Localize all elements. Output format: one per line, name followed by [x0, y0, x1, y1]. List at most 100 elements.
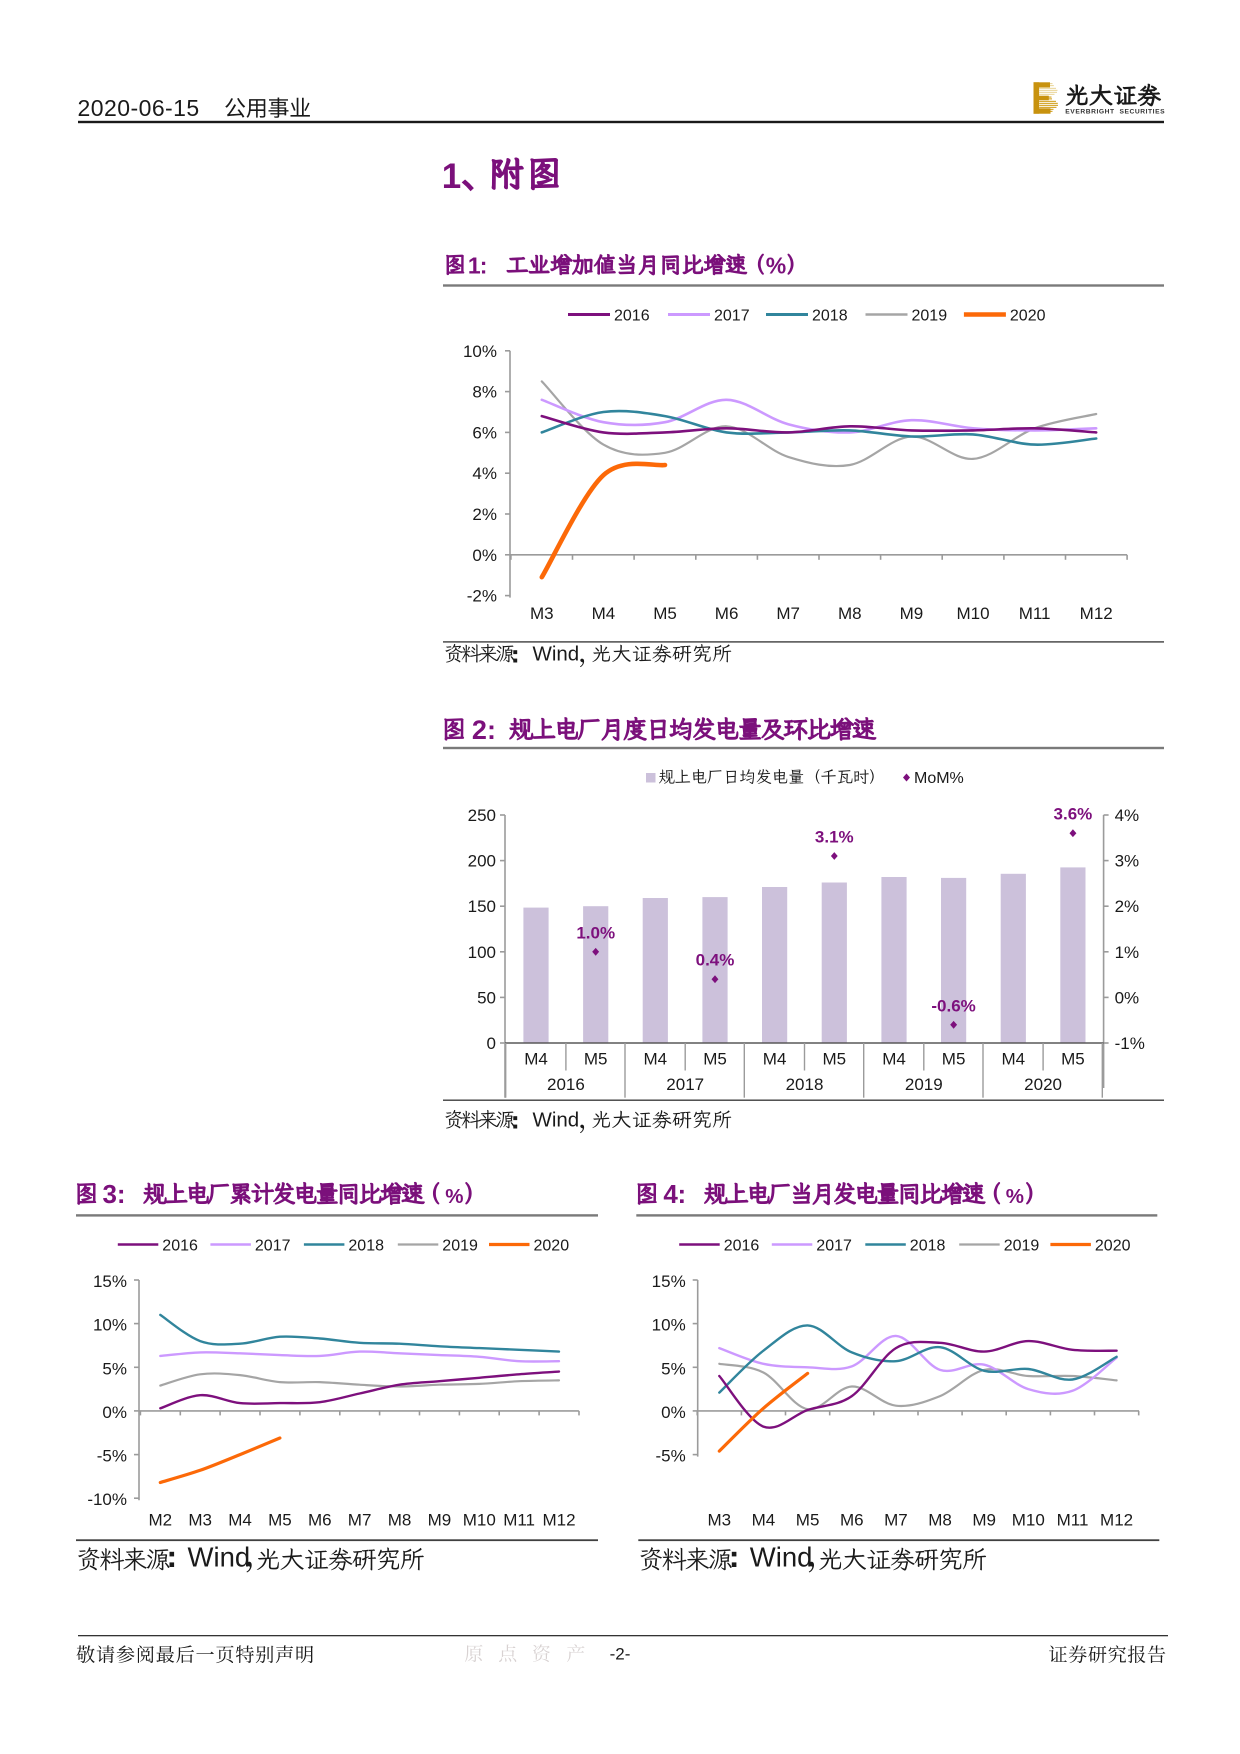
- svg-text:M12: M12: [1100, 1511, 1133, 1530]
- svg-text:M11: M11: [1019, 604, 1051, 623]
- svg-text:2020-06-15: 2020-06-15: [78, 95, 200, 121]
- svg-text:M5: M5: [268, 1511, 292, 1530]
- svg-text:4: 4: [663, 1179, 678, 1209]
- svg-text:M7: M7: [348, 1511, 372, 1530]
- svg-text:-10%: -10%: [87, 1490, 127, 1509]
- svg-text:M8: M8: [838, 604, 862, 623]
- svg-text:M4: M4: [592, 604, 616, 623]
- svg-text::: :: [480, 253, 488, 279]
- svg-text:150: 150: [468, 897, 496, 916]
- svg-text:2016: 2016: [614, 307, 650, 324]
- svg-text:2017: 2017: [816, 1237, 852, 1254]
- svg-text:M4: M4: [763, 1050, 787, 1069]
- svg-text:10%: 10%: [463, 342, 497, 361]
- svg-text:M3: M3: [188, 1511, 212, 1530]
- svg-text:M6: M6: [715, 604, 739, 623]
- svg-text:M9: M9: [900, 604, 924, 623]
- svg-text:-0.6%: -0.6%: [931, 996, 975, 1015]
- svg-text:M5: M5: [942, 1050, 966, 1069]
- svg-text:M5: M5: [653, 604, 677, 623]
- svg-text:Wind: Wind: [533, 643, 580, 666]
- svg-text:-2-: -2-: [610, 1645, 631, 1664]
- svg-text:2018: 2018: [812, 307, 848, 324]
- svg-text:M11: M11: [503, 1511, 535, 1530]
- svg-text:Wind: Wind: [188, 1542, 251, 1573]
- svg-text:0: 0: [487, 1034, 496, 1053]
- svg-text:M10: M10: [956, 604, 989, 623]
- svg-text:M4: M4: [752, 1511, 776, 1530]
- svg-text:2%: 2%: [1115, 897, 1140, 916]
- svg-text:2016: 2016: [724, 1237, 760, 1254]
- svg-text:2019: 2019: [912, 307, 948, 324]
- svg-text:M10: M10: [1012, 1511, 1045, 1530]
- svg-text:M7: M7: [884, 1511, 908, 1530]
- svg-text:2016: 2016: [162, 1237, 198, 1254]
- svg-text:0%: 0%: [1115, 988, 1140, 1007]
- svg-text:2: 2: [472, 715, 487, 745]
- svg-text:M10: M10: [463, 1511, 496, 1530]
- svg-text:M5: M5: [703, 1050, 727, 1069]
- svg-text:M3: M3: [707, 1511, 731, 1530]
- svg-text:0.4%: 0.4%: [696, 951, 735, 970]
- svg-text:250: 250: [468, 806, 496, 825]
- svg-text:2017: 2017: [666, 1075, 704, 1094]
- svg-text:2016: 2016: [547, 1075, 585, 1094]
- svg-text:2019: 2019: [905, 1075, 943, 1094]
- svg-text:M2: M2: [148, 1511, 172, 1530]
- svg-text::: :: [117, 1179, 126, 1209]
- svg-text:4%: 4%: [1115, 806, 1140, 825]
- svg-text:M7: M7: [776, 604, 800, 623]
- svg-text:3%: 3%: [1115, 852, 1140, 871]
- svg-text:100: 100: [468, 943, 496, 962]
- svg-text:2017: 2017: [255, 1237, 291, 1254]
- svg-text:M11: M11: [1057, 1511, 1089, 1530]
- svg-text:-5%: -5%: [97, 1447, 127, 1466]
- svg-text:200: 200: [468, 852, 496, 871]
- svg-text:M4: M4: [1001, 1050, 1025, 1069]
- svg-text:%: %: [766, 253, 786, 279]
- svg-text:1%: 1%: [1115, 943, 1140, 962]
- svg-text:4%: 4%: [472, 464, 497, 483]
- svg-text:M8: M8: [928, 1511, 952, 1530]
- svg-text:M9: M9: [428, 1511, 452, 1530]
- svg-text:5%: 5%: [102, 1359, 127, 1378]
- svg-text:2018: 2018: [910, 1237, 946, 1254]
- svg-text:M12: M12: [1080, 604, 1113, 623]
- svg-text:2%: 2%: [472, 505, 497, 524]
- svg-text:M3: M3: [530, 604, 554, 623]
- svg-text:2018: 2018: [786, 1075, 824, 1094]
- svg-text:M4: M4: [524, 1050, 548, 1069]
- svg-text:8%: 8%: [472, 383, 497, 402]
- svg-text:1: 1: [442, 157, 461, 196]
- svg-text:0%: 0%: [661, 1403, 686, 1422]
- svg-text:M5: M5: [822, 1050, 846, 1069]
- svg-text:M5: M5: [796, 1511, 820, 1530]
- svg-text:M12: M12: [542, 1511, 575, 1530]
- svg-text:1.0%: 1.0%: [576, 923, 615, 942]
- svg-text:M5: M5: [1061, 1050, 1085, 1069]
- svg-text:0%: 0%: [102, 1403, 127, 1422]
- svg-text:M4: M4: [882, 1050, 906, 1069]
- svg-text:3: 3: [103, 1179, 117, 1209]
- svg-text:-5%: -5%: [655, 1447, 685, 1466]
- svg-text::: :: [678, 1179, 687, 1209]
- svg-text:6%: 6%: [472, 423, 497, 442]
- svg-text:2019: 2019: [1004, 1237, 1040, 1254]
- svg-text:15%: 15%: [652, 1272, 686, 1291]
- svg-text:2020: 2020: [1010, 307, 1046, 324]
- svg-text:3.1%: 3.1%: [815, 828, 854, 847]
- svg-text:Wind: Wind: [533, 1109, 580, 1132]
- svg-text:1: 1: [468, 253, 481, 279]
- svg-text:M8: M8: [388, 1511, 412, 1530]
- svg-text:10%: 10%: [93, 1316, 127, 1335]
- svg-text:2020: 2020: [534, 1237, 570, 1254]
- svg-text:0%: 0%: [472, 546, 497, 565]
- svg-text:50: 50: [477, 988, 496, 1007]
- svg-text:2020: 2020: [1095, 1237, 1131, 1254]
- svg-text:%: %: [445, 1185, 463, 1208]
- svg-text:M6: M6: [308, 1511, 332, 1530]
- svg-text:EVERBRIGHT SECURITIES: EVERBRIGHT SECURITIES: [1065, 109, 1165, 116]
- svg-text:10%: 10%: [652, 1316, 686, 1335]
- svg-text:%: %: [1006, 1185, 1024, 1208]
- svg-text:M6: M6: [840, 1511, 864, 1530]
